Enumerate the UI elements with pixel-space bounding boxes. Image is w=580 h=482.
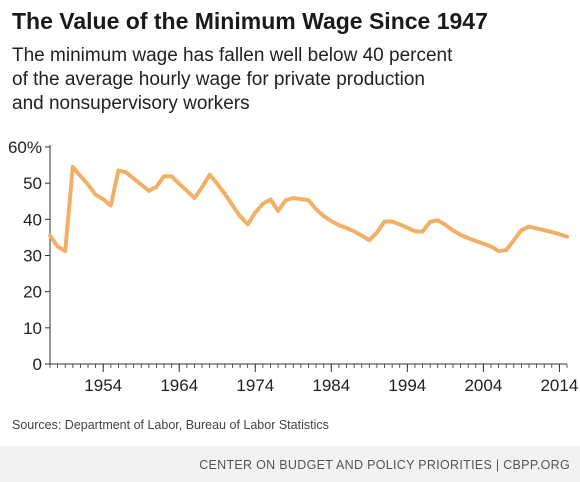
y-tick-label: 60% [8,138,42,157]
y-tick-label: 30 [23,247,42,266]
chart-title: The Value of the Minimum Wage Since 1947 [12,8,488,34]
x-tick-label: 2004 [464,376,502,395]
source-note: Sources: Department of Labor, Bureau of … [12,418,329,432]
x-tick-label: 1954 [84,376,122,395]
minimum-wage-line-chart: 0 10 20 30 40 50 60% 1954 1964 1974 1984 1994 2004 20… [8,138,578,395]
subtitle-line: and nonsupervisory workers [12,93,250,114]
subtitle-line: of the average hourly wage for private p… [12,69,425,90]
y-tick-label: 0 [33,355,42,374]
footer-credit: CENTER ON BUDGET AND POLICY PRIORITIES |… [199,458,570,472]
y-tick-label: 20 [23,283,42,302]
chart-subtitle: The minimum wage has fallen well below 4… [12,44,568,116]
subtitle-line: The minimum wage has fallen well below 4… [12,45,453,66]
y-tick-label: 40 [23,210,42,229]
x-tick-label: 1984 [312,376,350,395]
x-tick-label: 1974 [236,376,274,395]
y-tick-label: 50 [23,174,42,193]
x-tick-label: 1994 [388,376,426,395]
x-tick-label: 1964 [160,376,198,395]
x-tick-label: 2014 [540,376,578,395]
footer-bar: CENTER ON BUDGET AND POLICY PRIORITIES |… [0,446,580,482]
y-tick-label: 10 [23,319,42,338]
series-line [48,164,569,254]
